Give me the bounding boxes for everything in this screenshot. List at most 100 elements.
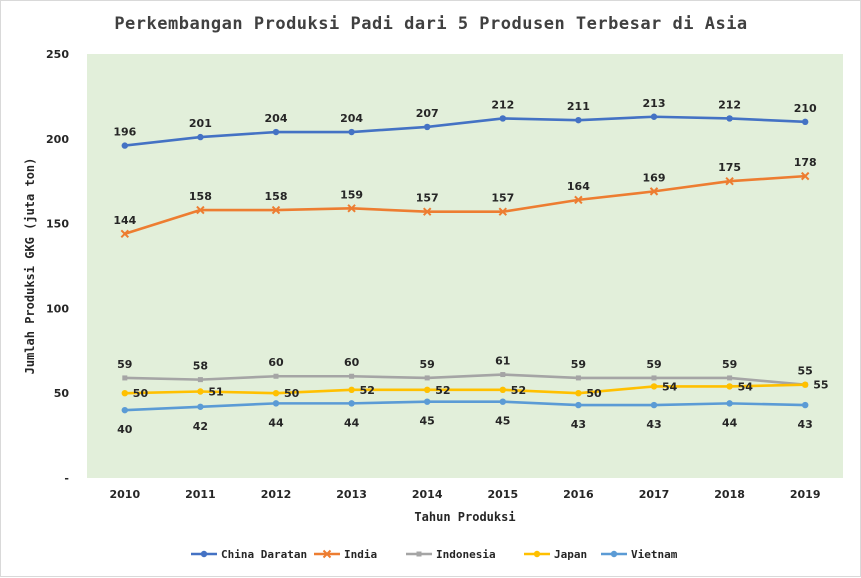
series-japan-marker <box>575 390 582 397</box>
x-axis-title: Tahun Produksi <box>414 510 515 524</box>
series-japan <box>121 381 809 397</box>
y-axis-title: Jumlah Produksi GKG (juta ton) <box>23 158 37 375</box>
series-china-daratan-marker <box>272 128 280 136</box>
series-india-data-label: 158 <box>189 190 212 203</box>
legend-india-label: India <box>344 548 377 561</box>
y-axis: - 50 100 150 200 250 <box>46 48 69 485</box>
series-china-daratan-data-label: 207 <box>416 107 439 120</box>
series-china-daratan-marker <box>348 128 355 136</box>
series-indonesia-marker <box>424 375 430 381</box>
x-tick-label: 2012 <box>261 488 292 501</box>
series-india-data-label: 157 <box>416 192 439 205</box>
legend-india-marker <box>322 549 332 559</box>
series-india <box>120 171 810 238</box>
x-tick-label: 2011 <box>185 488 216 501</box>
series-vietnam-marker <box>424 398 431 405</box>
series-japan-marker <box>121 390 128 397</box>
series-vietnam-data-label: 44 <box>268 416 284 429</box>
x-tick-label: 2016 <box>563 488 594 501</box>
legend-vietnam-label: Vietnam <box>631 548 678 561</box>
series-japan-marker <box>499 386 506 394</box>
series-indonesia-data-label: 59 <box>722 358 737 371</box>
series-india-data-label: 144 <box>113 214 136 227</box>
series-japan-marker <box>272 390 280 397</box>
series-vietnam-marker <box>802 401 809 409</box>
series-vietnam-data-label: 44 <box>344 416 360 429</box>
series-japan-marker <box>726 383 733 390</box>
series-china-daratan-marker <box>197 133 204 141</box>
series-india-data-label: 175 <box>718 161 741 174</box>
legend-japan: Japan <box>524 548 587 561</box>
series-vietnam-line <box>123 400 807 412</box>
series-india-data-label: 159 <box>340 188 363 201</box>
legend-indonesia-label: Indonesia <box>436 548 496 561</box>
series-vietnam-data-label: 45 <box>495 415 510 428</box>
legend: China Daratan India Indonesia Japan Vietnam <box>191 548 678 561</box>
y-tick-label: 200 <box>46 133 69 146</box>
series-china-daratan-data-label: 204 <box>265 112 288 125</box>
series-japan-marker <box>197 388 204 395</box>
series-china-daratan-marker <box>726 115 733 122</box>
series-japan-data-label: 52 <box>360 384 375 397</box>
legend-indonesia: Indonesia <box>406 548 496 561</box>
series-japan-data-label: 51 <box>208 386 223 399</box>
x-tick-label: 2014 <box>412 488 443 501</box>
series-china-daratan-marker <box>499 115 506 122</box>
series-vietnam-marker <box>348 400 355 407</box>
series-indonesia-marker <box>727 375 733 381</box>
series-china-daratan-data-label: 196 <box>113 126 136 139</box>
series-india-marker <box>498 207 508 216</box>
series-indonesia-marker <box>197 377 203 383</box>
series-indonesia-data-label: 59 <box>420 358 435 371</box>
series-indonesia-line <box>123 373 807 387</box>
series-indonesia-data-label: 60 <box>268 356 284 369</box>
series-japan-marker <box>650 383 658 390</box>
series-indonesia-data-label: 59 <box>571 358 586 371</box>
legend-japan-marker <box>533 550 541 558</box>
series-china-daratan-marker <box>121 142 128 149</box>
x-tick-label: 2019 <box>790 488 821 501</box>
legend-india: India <box>314 548 377 561</box>
series-indonesia-data-label: 61 <box>495 355 510 368</box>
x-tick-label: 2010 <box>109 488 140 501</box>
series-vietnam-data-label: 40 <box>117 423 133 436</box>
series-vietnam-data-label: 42 <box>193 420 208 433</box>
series-japan-marker <box>424 386 431 394</box>
series-china-daratan <box>121 113 809 149</box>
series-china-daratan-marker <box>424 123 431 131</box>
series-japan-data-label: 50 <box>284 387 300 400</box>
series-vietnam-data-label: 43 <box>646 418 661 431</box>
series-japan-data-label: 54 <box>662 380 678 393</box>
series-india-data-label: 169 <box>643 171 666 184</box>
series-vietnam-marker <box>650 401 658 409</box>
series-china-daratan-line <box>123 115 807 147</box>
series-vietnam-marker <box>575 401 582 409</box>
series-vietnam-data-label: 44 <box>722 416 738 429</box>
series-india-marker <box>725 176 734 186</box>
series-india-marker <box>196 205 205 215</box>
series-indonesia-data-label: 59 <box>646 358 661 371</box>
series-vietnam-marker <box>499 398 506 405</box>
series-china-daratan-marker <box>575 116 582 124</box>
series-vietnam-marker <box>197 403 204 410</box>
x-tick-label: 2013 <box>336 488 367 501</box>
legend-vietnam-marker <box>610 550 618 558</box>
series-india-data-label: 164 <box>567 180 590 193</box>
series-layer <box>120 113 810 414</box>
series-vietnam-marker <box>121 406 128 414</box>
series-japan-marker <box>802 381 809 388</box>
series-indonesia-data-label: 60 <box>344 356 360 369</box>
series-china-daratan-data-label: 212 <box>718 98 741 111</box>
y-tick-label: 250 <box>46 48 69 61</box>
series-japan-marker <box>348 386 355 394</box>
series-japan-data-label: 55 <box>813 379 828 392</box>
series-indonesia-data-label: 55 <box>798 365 813 378</box>
series-vietnam-data-label: 43 <box>798 418 813 431</box>
series-india-marker <box>120 229 130 238</box>
legend-indonesia-marker <box>416 551 422 557</box>
y-tick-label: 100 <box>46 302 69 315</box>
series-vietnam-marker <box>726 400 733 407</box>
series-japan-data-label: 54 <box>738 380 754 393</box>
series-china-daratan-data-label: 204 <box>340 112 363 125</box>
